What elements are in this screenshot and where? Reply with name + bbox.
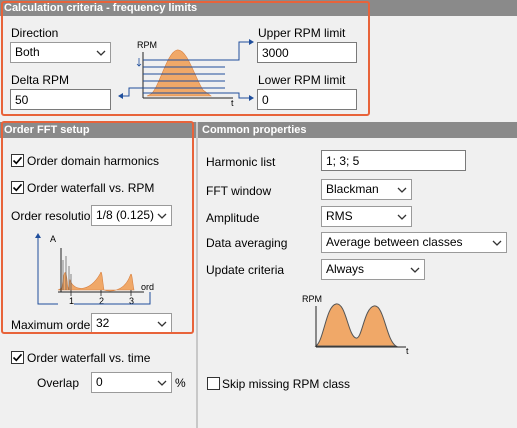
update-criteria-label: Update criteria [206,263,285,277]
order-resolution-select[interactable]: 1/8 (0.125) [91,205,172,226]
diagram-a-label: A [50,234,56,244]
fft-window-label: FFT window [206,184,272,198]
update-criteria-value: Always [326,262,365,276]
waterfall-rpm-checkbox[interactable] [11,181,24,194]
calc-criteria-header: Calculation criteria - frequency limits [0,0,517,16]
chevron-down-icon [157,321,167,327]
fft-window-value: Blackman [326,182,379,196]
harmonic-list-label: Harmonic list [206,155,276,169]
check-icon [12,156,23,165]
chevron-down-icon [157,213,167,219]
order-spectrum-diagram: A 1 2 3 ord [35,233,154,306]
calc-criteria-panel: Calculation criteria - frequency limits … [0,0,517,120]
direction-value: Both [15,45,40,59]
waterfall-time-label: Order waterfall vs. time [27,351,151,365]
data-averaging-label: Data averaging [206,236,288,250]
skip-missing-checkbox[interactable] [207,377,220,390]
chevron-down-icon [397,214,407,220]
order-harmonics-checkbox[interactable] [11,154,24,167]
lower-rpm-label: Lower RPM limit [258,73,346,87]
chevron-down-icon [157,380,167,386]
diagram-tick-2: 2 [99,296,104,306]
diagram-rpm-label: RPM [137,40,157,50]
diagram-t-label: t [231,98,234,108]
rpm-time-diagram: RPM t [302,294,409,356]
check-icon [12,353,23,362]
common-properties-header: Common properties [198,122,517,138]
fft-window-select[interactable]: Blackman [321,179,412,200]
max-order-label: Maximum order [11,318,95,332]
direction-label: Direction [11,26,59,40]
order-fft-panel: Order FFT setup Order domain harmonics O… [0,122,196,428]
update-criteria-select[interactable]: Always [321,259,425,280]
direction-select[interactable]: Both [10,42,111,63]
chevron-down-icon [96,50,106,56]
diagram-ord-label: ord [141,282,154,292]
check-icon [12,183,23,192]
data-averaging-select[interactable]: Average between classes [321,232,507,253]
overlap-select[interactable]: 0 [91,372,172,393]
diagram-t-label: t [406,346,409,356]
chevron-down-icon [492,240,502,246]
rpm-limits-diagram: RPM t [118,39,254,108]
diagram-rpm-label: RPM [302,294,322,304]
order-resolution-value: 1/8 (0.125) [96,208,155,222]
upper-rpm-input[interactable] [257,42,357,63]
order-harmonics-label: Order domain harmonics [27,154,160,168]
diagram-tick-1: 1 [69,296,74,306]
delta-rpm-label: Delta RPM [11,73,70,87]
chevron-down-icon [410,267,420,273]
order-fft-header: Order FFT setup [0,122,196,138]
amplitude-select[interactable]: RMS [321,206,412,227]
overlap-label: Overlap [37,376,80,390]
upper-rpm-label: Upper RPM limit [258,26,346,40]
overlap-value: 0 [96,375,103,389]
waterfall-time-checkbox[interactable] [11,351,24,364]
harmonic-list-input[interactable] [321,150,466,171]
max-order-select[interactable]: 32 [91,313,172,334]
amplitude-label: Amplitude [206,211,260,225]
max-order-value: 32 [96,316,110,330]
chevron-down-icon [397,187,407,193]
lower-rpm-input[interactable] [257,89,357,110]
delta-rpm-input[interactable] [10,89,111,110]
panel-divider [196,122,198,428]
data-averaging-value: Average between classes [326,235,463,249]
skip-missing-label: Skip missing RPM class [222,377,351,391]
common-properties-panel: Common properties Harmonic list FFT wind… [198,122,517,428]
overlap-unit: % [175,376,186,390]
diagram-tick-3: 3 [129,296,134,306]
order-resolution-label: Order resolution [11,209,98,223]
amplitude-value: RMS [326,209,353,223]
waterfall-rpm-label: Order waterfall vs. RPM [27,181,155,195]
